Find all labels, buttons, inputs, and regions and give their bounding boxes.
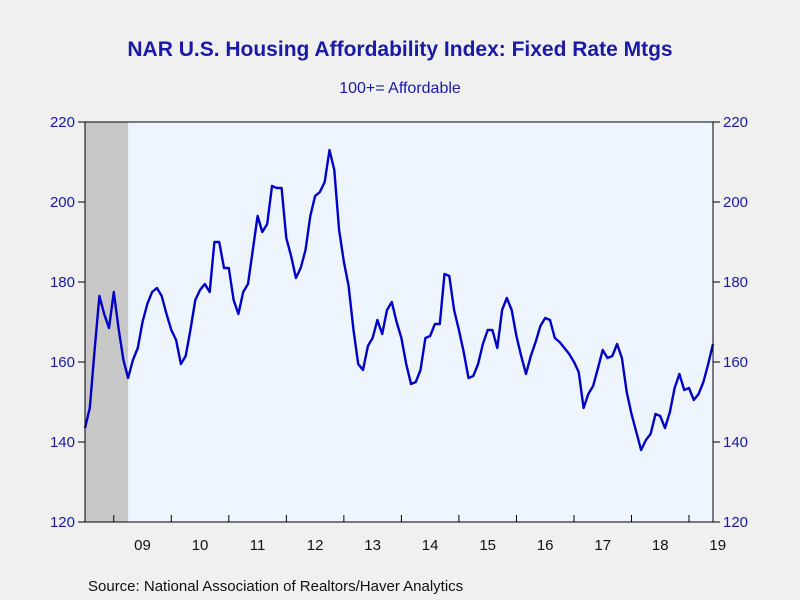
x-tick-label: 16 — [537, 537, 554, 554]
x-tick-label: 13 — [364, 537, 381, 554]
x-tick-label: 09 — [134, 537, 151, 554]
x-tick-label: 10 — [192, 537, 209, 554]
y-tick-label-left: 160 — [50, 354, 75, 371]
plot-frame — [84, 121, 714, 523]
series-line — [83, 148, 715, 452]
y-tick-label-right: 200 — [723, 194, 748, 211]
x-tick-label: 14 — [422, 537, 439, 554]
tick-labels: 120 120 140 140 160 160 180 180 200 200 220 220 09 10… — [50, 114, 748, 554]
x-tick-label: 11 — [250, 537, 266, 554]
y-tick-label-left: 220 — [50, 114, 75, 131]
source-note: Source: National Association of Realtors… — [88, 578, 464, 595]
y-tick-label-left: 200 — [50, 194, 75, 211]
y-tick-label-right: 220 — [723, 114, 748, 131]
y-tick-label-left: 120 — [50, 514, 75, 531]
x-tick-label: 19 — [709, 537, 726, 554]
y-tick-label-right: 140 — [723, 434, 748, 451]
chart-title: NAR U.S. Housing Affordability Index: Fi… — [127, 38, 673, 61]
x-tick-label: 12 — [307, 537, 324, 554]
y-tick-label-left: 140 — [50, 434, 75, 451]
y-tick-label-right: 180 — [723, 274, 748, 291]
tick-marks — [78, 121, 720, 523]
chart-subtitle: 100+= Affordable — [339, 80, 461, 97]
x-tick-label: 17 — [594, 537, 611, 554]
y-tick-label-right: 160 — [723, 354, 748, 371]
x-tick-label: 18 — [652, 537, 669, 554]
plot-background — [85, 122, 713, 522]
y-tick-label-left: 180 — [50, 274, 75, 291]
x-tick-label: 15 — [479, 537, 496, 554]
y-tick-label-right: 120 — [723, 514, 748, 531]
